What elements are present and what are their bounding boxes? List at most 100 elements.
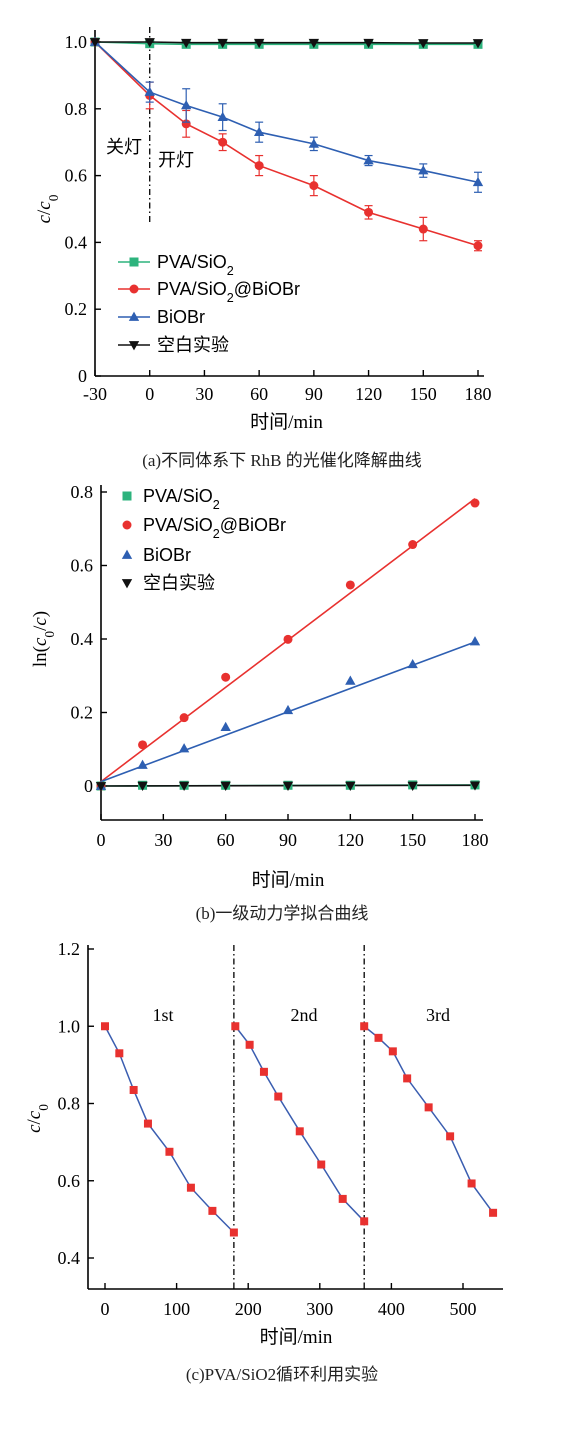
chart-b-point-3 bbox=[178, 781, 190, 792]
chart-b-point-2 bbox=[282, 704, 294, 715]
chart-a-y-label: c/c0 bbox=[34, 194, 61, 223]
chart-c-point-1 bbox=[231, 1022, 240, 1031]
chart-a-series-line-1 bbox=[94, 41, 479, 247]
chart-a-x-tick-label: -30 bbox=[83, 384, 107, 404]
chart-a-point-1 bbox=[218, 137, 228, 147]
chart-b-legend-marker bbox=[121, 549, 133, 559]
chart-c-point-2 bbox=[388, 1047, 397, 1056]
chart-c-point-0 bbox=[129, 1085, 138, 1094]
chart-a-point-1 bbox=[364, 207, 374, 217]
chart-b-point-2 bbox=[407, 658, 418, 669]
chart-a-legend-label: BiOBr bbox=[157, 307, 205, 327]
chart-b-point-3 bbox=[345, 781, 356, 792]
chart-b-x-tick-label: 0 bbox=[97, 830, 106, 850]
chart-c-point-2 bbox=[446, 1132, 455, 1141]
chart-b-point-3 bbox=[469, 781, 481, 791]
chart-b-point-2 bbox=[137, 759, 148, 769]
chart-a-y-tick-label: 0.6 bbox=[65, 166, 88, 186]
chart-a-y-tick-label: 0.2 bbox=[65, 299, 88, 319]
chart-c-x-tick-label: 300 bbox=[306, 1299, 333, 1319]
chart-a-x-tick-label: 60 bbox=[250, 384, 268, 404]
chart-b-x-tick-label: 150 bbox=[399, 830, 426, 850]
chart-a-legend-marker bbox=[128, 341, 140, 351]
chart-a-y-tick-label: 0 bbox=[78, 366, 87, 386]
chart-b-point-3 bbox=[282, 781, 294, 792]
chart-b-point-1 bbox=[345, 580, 355, 590]
chart-c-point-0 bbox=[208, 1206, 217, 1215]
chart-b-legend-marker bbox=[122, 491, 132, 501]
chart-c-caption: (c)PVA/SiO2循环利用实验 bbox=[186, 1365, 378, 1384]
chart-a-x-tick-label: 30 bbox=[195, 384, 213, 404]
chart-c-point-2 bbox=[424, 1103, 433, 1112]
chart-c-x-tick-label: 100 bbox=[163, 1299, 190, 1319]
chart-c-point-2 bbox=[403, 1074, 412, 1083]
chart-a-y-tick-label: 0.4 bbox=[65, 232, 88, 252]
chart-a-point-3 bbox=[89, 38, 101, 48]
chart-a-point-1 bbox=[473, 241, 483, 251]
chart-c-point-2 bbox=[489, 1208, 498, 1217]
chart-c-x-tick-label: 400 bbox=[378, 1299, 405, 1319]
chart-a-point-2 bbox=[253, 126, 265, 137]
chart-c-point-1 bbox=[295, 1127, 304, 1136]
chart-c-x-tick-label: 500 bbox=[450, 1299, 477, 1319]
chart-a-point-2 bbox=[308, 138, 320, 148]
chart-a-annotation-off: 关灯 bbox=[106, 137, 142, 157]
chart-b-y-tick-label: 0.6 bbox=[71, 556, 94, 576]
chart-c-point-0 bbox=[101, 1022, 109, 1031]
chart-a-point-3 bbox=[181, 38, 192, 49]
chart-a-x-tick-label: 120 bbox=[355, 384, 382, 404]
chart-c-point-0 bbox=[229, 1228, 238, 1237]
chart-b-point-1 bbox=[138, 740, 148, 750]
chart-b-point-2 bbox=[345, 675, 356, 685]
chart-c-series-line-1 bbox=[234, 1025, 365, 1222]
chart-b-point-3 bbox=[95, 782, 107, 792]
chart-b-point-1 bbox=[221, 672, 231, 682]
chart-c-series-line-0 bbox=[104, 1025, 235, 1234]
chart-a-point-3 bbox=[308, 38, 320, 49]
chart-a-legend-marker bbox=[128, 311, 140, 321]
chart-c-point-1 bbox=[245, 1040, 254, 1049]
chart-a-series-line-2 bbox=[94, 41, 479, 184]
chart-a-legend-label: PVA/SiO2@BiOBr bbox=[157, 279, 300, 305]
chart-c-x-tick-label: 200 bbox=[235, 1299, 262, 1319]
chart-c-point-1 bbox=[274, 1092, 283, 1101]
chart-c-point-0 bbox=[115, 1049, 124, 1058]
chart-a-x-tick-label: 180 bbox=[465, 384, 492, 404]
chart-a-point-3 bbox=[144, 38, 155, 48]
chart-b-x-label: 时间/min bbox=[252, 869, 325, 891]
chart-b-x-tick-label: 90 bbox=[279, 830, 297, 850]
chart-a-y-tick-label: 0.8 bbox=[65, 99, 88, 119]
chart-c-y-tick-label: 0.4 bbox=[58, 1248, 81, 1268]
chart-c-y-tick-label: 0.8 bbox=[58, 1094, 81, 1114]
chart-c-y-tick-label: 1.2 bbox=[58, 939, 81, 959]
chart-b-caption: (b)一级动力学拟合曲线 bbox=[196, 904, 369, 923]
chart-a-point-2 bbox=[472, 176, 484, 187]
chart-c-recycling: 0 100 200 300 400 500 0.4 0.6 0.8 1.0 1.2 时间/min c/c… bbox=[24, 939, 503, 1384]
chart-c-point-1 bbox=[360, 1217, 369, 1226]
chart-c-cycle-label: 2nd bbox=[291, 1005, 318, 1025]
chart-a-point-3 bbox=[253, 38, 265, 49]
chart-a-legend-marker bbox=[129, 284, 139, 294]
chart-a-point-3 bbox=[472, 39, 484, 49]
chart-b-point-2 bbox=[220, 721, 231, 732]
chart-b-point-2 bbox=[178, 743, 190, 753]
chart-b-point-3 bbox=[220, 781, 231, 792]
chart-a-point-3 bbox=[363, 38, 374, 49]
chart-a-legend-marker bbox=[129, 257, 139, 267]
chart-b-legend-marker bbox=[121, 579, 133, 589]
chart-a-legend-label: PVA/SiO2 bbox=[157, 252, 234, 278]
chart-c-point-2 bbox=[360, 1022, 369, 1031]
chart-b-y-tick-label: 0 bbox=[84, 776, 93, 796]
chart-a-point-2 bbox=[144, 86, 155, 96]
chart-c-point-0 bbox=[186, 1183, 195, 1192]
chart-c-x-tick-label: 0 bbox=[101, 1299, 110, 1319]
chart-b-point-3 bbox=[137, 781, 148, 792]
chart-a-point-3 bbox=[418, 39, 429, 49]
chart-a-point-2 bbox=[217, 111, 228, 121]
chart-a-legend-label: 空白实验 bbox=[157, 335, 229, 355]
chart-b-y-tick-label: 0.2 bbox=[71, 703, 94, 723]
chart-b-point-3 bbox=[407, 781, 418, 792]
chart-a-caption: (a)不同体系下 RhB 的光催化降解曲线 bbox=[142, 451, 422, 470]
chart-a-point-2 bbox=[363, 155, 374, 165]
